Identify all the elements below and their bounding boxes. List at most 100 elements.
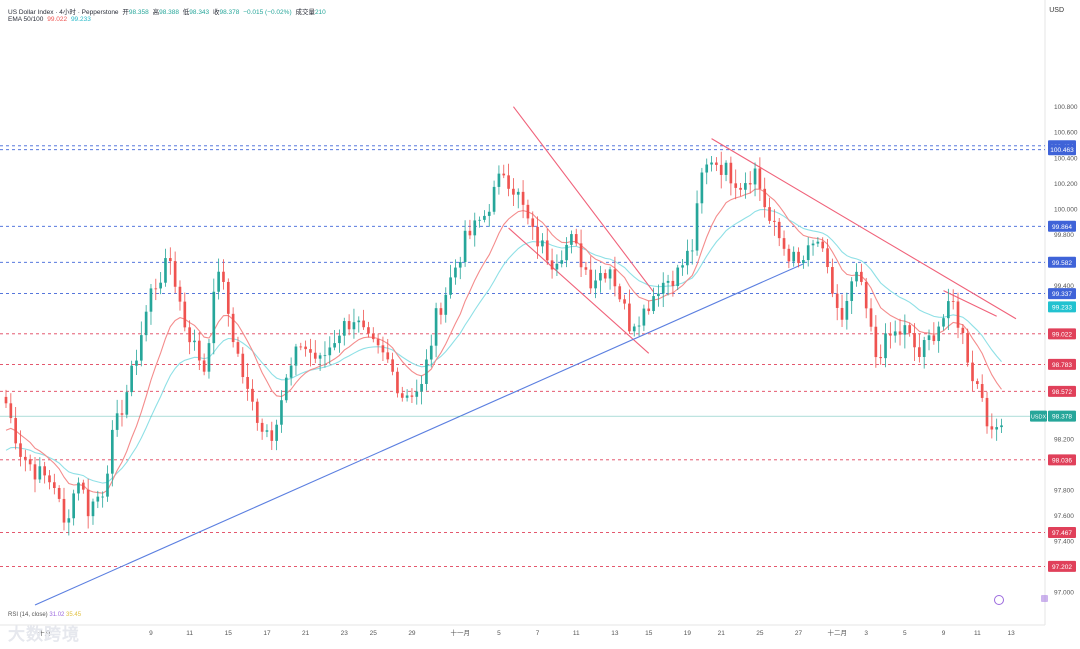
candle-body [197,340,201,361]
candle [831,258,834,298]
candle [4,389,8,408]
candle-body [96,496,100,502]
candle-body [526,204,530,219]
candle [628,289,631,335]
candle-body [19,443,22,457]
candle-body [608,269,612,279]
candle [497,165,501,195]
x-tick-label: 25 [756,630,764,637]
candle [284,374,288,403]
y-tick-label: 100.400 [1054,155,1078,162]
candle [661,272,665,308]
candle [255,398,259,431]
candle [990,413,994,439]
candle [197,332,201,371]
candle-body [487,211,491,216]
candle-body [927,335,931,341]
candle [671,270,675,297]
candle-body [1000,425,1003,428]
candle-body [67,518,71,523]
candle-body [212,291,216,344]
candle-body [275,424,278,441]
level-tag [1048,288,1076,300]
level-tag [1048,527,1076,539]
candle-body [826,248,829,268]
candle-body [536,226,539,247]
candle [19,430,22,467]
candle-body [773,220,776,222]
candle-body [255,401,259,423]
candle-body [449,277,452,295]
candle-body [739,187,742,190]
candle-body [806,245,810,261]
candle-body [985,397,989,427]
candle [420,375,423,405]
candle-body [376,339,380,346]
candle [139,321,143,367]
candle-body [729,162,733,184]
candle [173,251,177,294]
candle-body [502,173,506,176]
candle [251,379,254,411]
x-tick-label: 5 [903,630,907,637]
price-symbol-tag [1030,410,1047,422]
candle [458,256,462,280]
x-tick-label: 13 [611,630,619,637]
candle [550,248,554,279]
level-tag-label: 97.467 [1052,530,1072,537]
candle-body [748,183,752,185]
level-tag-label: 99.022 [1052,331,1072,338]
ema-slow-line [5,208,1002,484]
candle-body [222,271,225,282]
candle [275,419,278,451]
candle [33,456,37,493]
candle [280,390,283,433]
candle-body [57,488,61,499]
candle-body [777,221,781,239]
candle [492,180,496,215]
candle [405,389,409,402]
candle-body [202,360,206,372]
candle-body [676,267,680,287]
candle [371,327,375,343]
candle-body [101,496,104,498]
close-label: 收 [212,9,220,16]
x-tick-label: 17 [263,630,271,637]
candle [826,238,829,274]
candle [560,250,564,268]
candle [855,263,858,287]
level-tag-label: 97.202 [1052,564,1072,571]
high-label: 高 [152,9,160,16]
candle-body [357,320,361,323]
candle-body [932,335,936,342]
level-tag-label: 99.582 [1052,260,1072,267]
candle-body [28,459,32,465]
candle-body [458,262,462,268]
candle-body [628,303,631,332]
candle-body [400,393,404,398]
candle-body [715,162,718,165]
level-tag-label: 100.463 [1050,147,1074,154]
trendline [34,263,804,606]
candle [313,340,317,364]
candle [86,478,90,529]
candle-body [4,396,8,404]
candle [110,420,114,487]
candle-body [623,299,626,304]
candle [217,258,220,300]
candle [541,233,544,254]
candle [57,485,61,503]
candle-body [632,326,636,332]
candle [850,277,854,314]
candle [787,244,791,269]
candle [985,391,989,434]
candle-body [550,260,554,270]
candle-body [183,301,187,328]
x-tick-label: 15 [225,630,233,637]
level-tag [1048,256,1076,268]
candle [903,314,907,349]
candle [483,210,486,223]
candle-body [961,327,965,334]
candle-body [323,355,327,357]
